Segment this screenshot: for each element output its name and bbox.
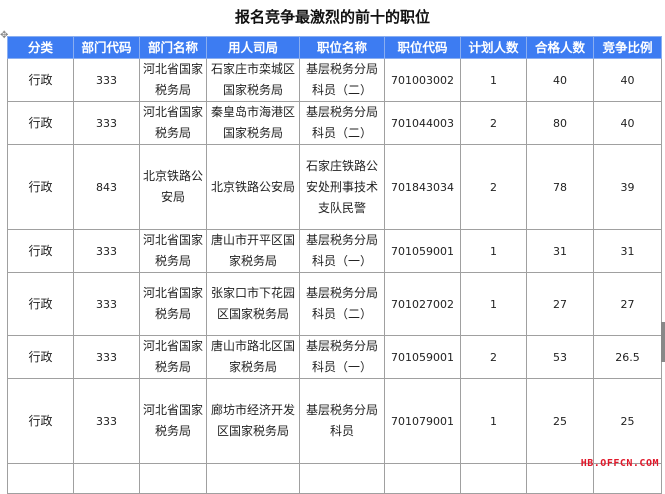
column-header: 竞争比例	[593, 36, 662, 59]
table-cell: 1	[460, 378, 527, 464]
table-cell: 1	[460, 272, 527, 336]
table-cell: 53	[526, 335, 594, 379]
column-header: 职位代码	[384, 36, 461, 59]
table-cell: 701059001	[384, 229, 461, 273]
table-cell: 80	[526, 101, 594, 145]
table-cell	[460, 463, 527, 494]
table-cell: 河北省国家税务局	[139, 229, 207, 273]
scrollbar[interactable]	[661, 322, 665, 362]
column-header: 用人司局	[206, 36, 300, 59]
table-cell: 北京铁路公安局	[139, 144, 207, 230]
table-cell: 701059001	[384, 335, 461, 379]
table-cell: 333	[73, 335, 140, 379]
table-cell: 701079001	[384, 378, 461, 464]
table-cell: 2	[460, 144, 527, 230]
table-cell: 唐山市路北区国家税务局	[206, 335, 300, 379]
table-cell: 843	[73, 144, 140, 230]
table-cell	[384, 463, 461, 494]
table-cell: 廊坊市经济开发区国家税务局	[206, 378, 300, 464]
table-cell: 78	[526, 144, 594, 230]
table-cell: 40	[526, 58, 594, 102]
table-cell: 秦皇岛市海港区国家税务局	[206, 101, 300, 145]
table-row	[7, 463, 662, 494]
table-row: 行政 333 河北省国家税务局 唐山市路北区国家税务局 基层税务分局科员（一） 70105…	[7, 335, 662, 379]
table-cell: 河北省国家税务局	[139, 101, 207, 145]
table-cell	[206, 463, 300, 494]
table-cell: 行政	[7, 378, 74, 464]
table-cell: 行政	[7, 58, 74, 102]
table-cell: 石家庄市栾城区国家税务局	[206, 58, 300, 102]
table-cell	[139, 463, 207, 494]
table-row: 行政 333 河北省国家税务局 廊坊市经济开发区国家税务局 基层税务分局科员 701079…	[7, 378, 662, 464]
table-row: 行政 333 河北省国家税务局 唐山市开平区国家税务局 基层税务分局科员（一） 70105…	[7, 229, 662, 273]
column-header: 分类	[7, 36, 74, 59]
table-cell: 行政	[7, 144, 74, 230]
table-cell: 张家口市下花园区国家税务局	[206, 272, 300, 336]
table-cell	[299, 463, 385, 494]
table-cell: 333	[73, 101, 140, 145]
table-row: 行政 333 河北省国家税务局 石家庄市栾城区国家税务局 基层税务分局科员（二） 7010…	[7, 58, 662, 102]
table-cell: 基层税务分局科员（二）	[299, 58, 385, 102]
table-cell: 27	[593, 272, 662, 336]
table-cell: 河北省国家税务局	[139, 58, 207, 102]
table-row: 行政 333 河北省国家税务局 秦皇岛市海港区国家税务局 基层税务分局科员（二） 7010…	[7, 101, 662, 145]
table-cell: 333	[73, 229, 140, 273]
table-cell: 25	[526, 378, 594, 464]
table-cell: 701843034	[384, 144, 461, 230]
table-cell: 基层税务分局科员（一）	[299, 335, 385, 379]
table-cell: 基层税务分局科员（二）	[299, 272, 385, 336]
table-cell: 333	[73, 272, 140, 336]
table-cell: 基层税务分局科员	[299, 378, 385, 464]
table-cell: 唐山市开平区国家税务局	[206, 229, 300, 273]
table-cell: 25	[593, 378, 662, 464]
column-header: 计划人数	[460, 36, 527, 59]
table-cell: 河北省国家税务局	[139, 272, 207, 336]
table-cell: 26.5	[593, 335, 662, 379]
table-cell: 27	[526, 272, 594, 336]
table-row: 行政 843 北京铁路公安局 北京铁路公安局 石家庄铁路公安处刑事技术支队民警 70184…	[7, 144, 662, 230]
page-title: 报名竞争最激烈的前十的职位	[234, 8, 430, 26]
column-header: 部门名称	[139, 36, 207, 59]
table-cell	[73, 463, 140, 494]
column-header: 职位名称	[299, 36, 385, 59]
table-cell: 39	[593, 144, 662, 230]
column-header: 合格人数	[526, 36, 594, 59]
table-cell: 31	[526, 229, 594, 273]
table-cell: 基层税务分局科员（一）	[299, 229, 385, 273]
table-cell: 石家庄铁路公安处刑事技术支队民警	[299, 144, 385, 230]
column-header: 部门代码	[73, 36, 140, 59]
table-cell: 河北省国家税务局	[139, 335, 207, 379]
table-cell: 333	[73, 378, 140, 464]
move-handle-icon[interactable]: ✥	[0, 30, 9, 41]
table-cell: 1	[460, 58, 527, 102]
table-cell: 河北省国家税务局	[139, 378, 207, 464]
table-cell: 基层税务分局科员（二）	[299, 101, 385, 145]
table-cell: 1	[460, 229, 527, 273]
positions-table: 分类 部门代码 部门名称 用人司局 职位名称 职位代码 计划人数 合格人数 竞争比例 行政 333…	[7, 36, 662, 494]
table-cell: 行政	[7, 101, 74, 145]
table-cell: 行政	[7, 335, 74, 379]
table-cell: 701003002	[384, 58, 461, 102]
table-cell: 31	[593, 229, 662, 273]
table-cell: 2	[460, 101, 527, 145]
table-cell: 40	[593, 58, 662, 102]
table-cell: 40	[593, 101, 662, 145]
table-cell: 701027002	[384, 272, 461, 336]
table-cell: 北京铁路公安局	[206, 144, 300, 230]
table-row: 行政 333 河北省国家税务局 张家口市下花园区国家税务局 基层税务分局科员（二） 701…	[7, 272, 662, 336]
table-cell: 701044003	[384, 101, 461, 145]
table-cell: 行政	[7, 229, 74, 273]
table-cell	[7, 463, 74, 494]
watermark: HB.OFFCN.COM	[580, 458, 659, 469]
table-header-row: 分类 部门代码 部门名称 用人司局 职位名称 职位代码 计划人数 合格人数 竞争比例	[7, 36, 662, 59]
table-cell: 行政	[7, 272, 74, 336]
table-cell: 333	[73, 58, 140, 102]
table-cell: 2	[460, 335, 527, 379]
